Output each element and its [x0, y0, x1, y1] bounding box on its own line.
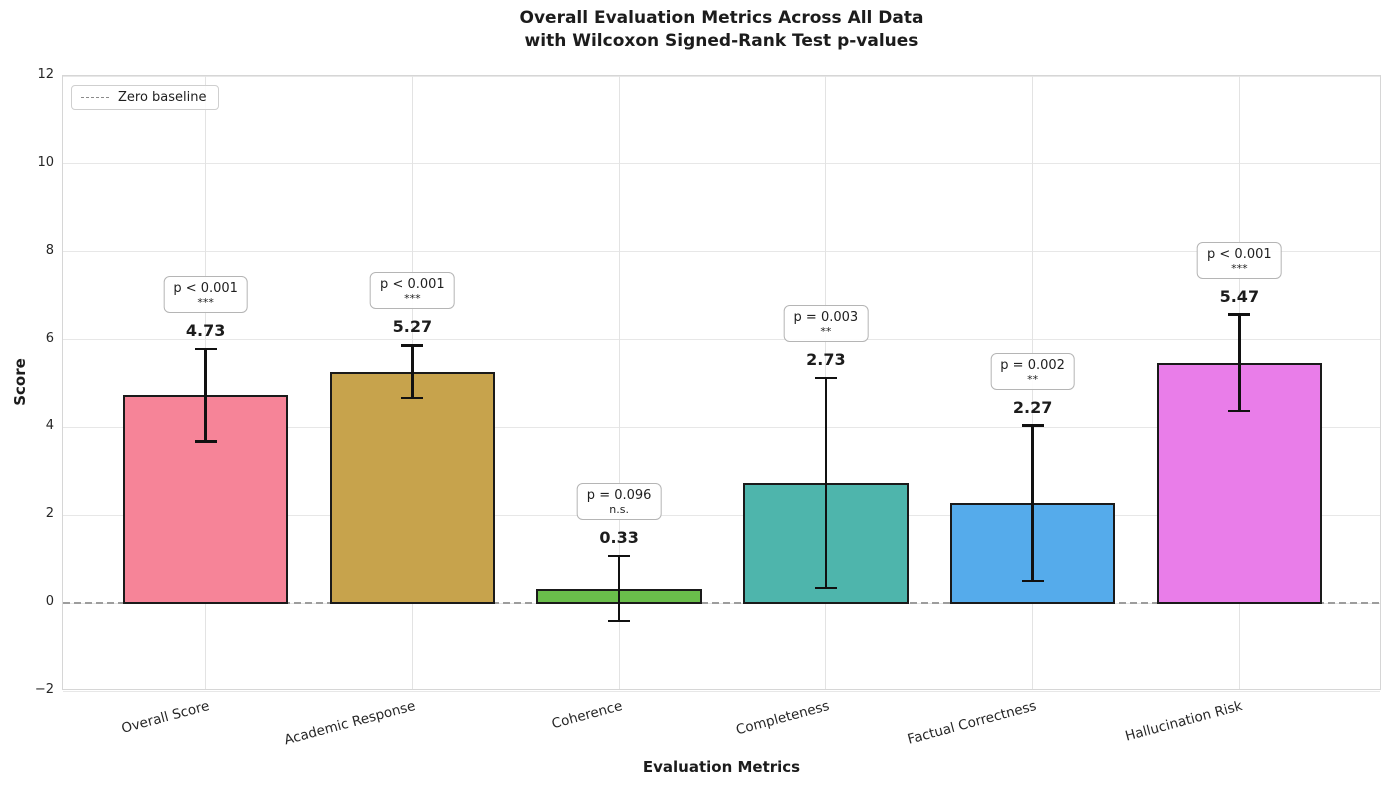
error-bar-overall-score	[204, 349, 207, 442]
chart-title: Overall Evaluation Metrics Across All Da…	[62, 7, 1381, 53]
error-cap-bottom-completeness	[814, 586, 837, 590]
zero-baseline-legend-line-icon	[81, 97, 109, 98]
value-label-completeness: 2.73	[806, 350, 846, 370]
pvalue-text-overall-score: p < 0.001	[173, 281, 238, 297]
gridline-h-4	[63, 426, 1380, 428]
ytick-label-10: 10	[37, 154, 54, 170]
gridline-h-6	[63, 339, 1380, 341]
pvalue-box-coherence: p = 0.096 n.s.	[576, 483, 662, 521]
error-cap-top-completeness	[814, 376, 837, 380]
significance-text-completeness: **	[820, 325, 832, 339]
error-cap-bottom-overall-score	[194, 440, 217, 443]
error-cap-bottom-academic-response	[401, 396, 424, 400]
plot-area: Zero baseline 4.73 p < 0.001 *** 5.27 p < 0.…	[62, 75, 1381, 692]
ytick-label-0: 0	[45, 594, 54, 610]
error-bar-completeness	[824, 378, 828, 589]
ytick-label-6: 6	[45, 330, 54, 346]
significance-text-factual-correctness: **	[1027, 372, 1039, 386]
ytick-label-12: 12	[37, 67, 54, 82]
error-cap-top-hallucination-risk	[1228, 313, 1251, 316]
y-axis-label: Score	[11, 358, 29, 406]
gridline-h-8	[63, 251, 1380, 253]
xtick-label-completeness: Completeness	[734, 698, 832, 739]
error-cap-top-factual-correctness	[1021, 424, 1044, 427]
value-label-coherence: 0.33	[599, 528, 639, 548]
value-label-overall-score: 4.73	[185, 321, 226, 341]
value-label-hallucination-risk: 5.47	[1219, 286, 1260, 306]
zero-baseline-line	[63, 602, 1380, 605]
error-bar-academic-response	[411, 345, 414, 398]
significance-text-coherence: n.s.	[609, 503, 629, 517]
xtick-label-academic-response: Academic Response	[282, 698, 418, 749]
significance-text-overall-score: ***	[197, 296, 214, 310]
error-cap-bottom-hallucination-risk	[1228, 409, 1251, 413]
pvalue-box-hallucination-risk: p < 0.001 ***	[1197, 241, 1282, 279]
error-cap-top-coherence	[608, 554, 631, 558]
pvalue-box-academic-response: p < 0.001 ***	[370, 272, 455, 310]
significance-text-hallucination-risk: ***	[1231, 261, 1248, 275]
bar-academic-response	[329, 371, 496, 605]
legend: Zero baseline	[71, 85, 219, 110]
error-bar-coherence	[617, 556, 621, 622]
error-bar-hallucination-risk	[1238, 314, 1241, 412]
xtick-label-overall-score: Overall Score	[119, 698, 211, 737]
pvalue-text-coherence: p = 0.096	[586, 488, 652, 504]
significance-text-academic-response: ***	[404, 292, 421, 306]
pvalue-text-hallucination-risk: p < 0.001	[1207, 246, 1272, 262]
error-cap-bottom-coherence	[608, 619, 631, 623]
gridline-h-12	[63, 75, 1380, 77]
ytick-label--2: −2	[34, 682, 54, 697]
pvalue-text-completeness: p = 0.003	[793, 310, 859, 326]
ytick-label-8: 8	[45, 242, 54, 258]
gridline-h-2	[63, 514, 1380, 516]
pvalue-box-overall-score: p < 0.001 ***	[163, 276, 248, 314]
gridline-h-10	[63, 163, 1380, 165]
pvalue-box-factual-correctness: p = 0.002 **	[990, 352, 1075, 390]
pvalue-box-completeness: p = 0.003 **	[783, 305, 869, 343]
value-label-academic-response: 5.27	[392, 317, 433, 337]
pvalue-text-factual-correctness: p = 0.002	[1000, 357, 1065, 373]
error-cap-bottom-factual-correctness	[1021, 579, 1044, 583]
value-label-factual-correctness: 2.27	[1012, 397, 1053, 417]
error-cap-top-overall-score	[194, 347, 217, 351]
error-bar-factual-correctness	[1031, 425, 1034, 582]
chart-title-line1: Overall Evaluation Metrics Across All Da…	[519, 8, 924, 28]
ytick-label-2: 2	[45, 506, 54, 522]
ytick-label-4: 4	[45, 418, 54, 434]
xtick-label-hallucination-risk: Hallucination Risk	[1123, 698, 1245, 745]
gridline-v-coherence	[618, 76, 620, 689]
pvalue-text-academic-response: p < 0.001	[380, 277, 445, 293]
legend-label: Zero baseline	[118, 90, 207, 105]
gridline-h--2	[63, 690, 1380, 692]
xtick-label-coherence: Coherence	[550, 698, 625, 733]
chart-title-line2: with Wilcoxon Signed-Rank Test p-values	[524, 31, 919, 51]
error-cap-top-academic-response	[401, 344, 424, 347]
xtick-label-factual-correctness: Factual Correctness	[905, 698, 1038, 748]
x-axis-label: Evaluation Metrics	[642, 758, 801, 776]
